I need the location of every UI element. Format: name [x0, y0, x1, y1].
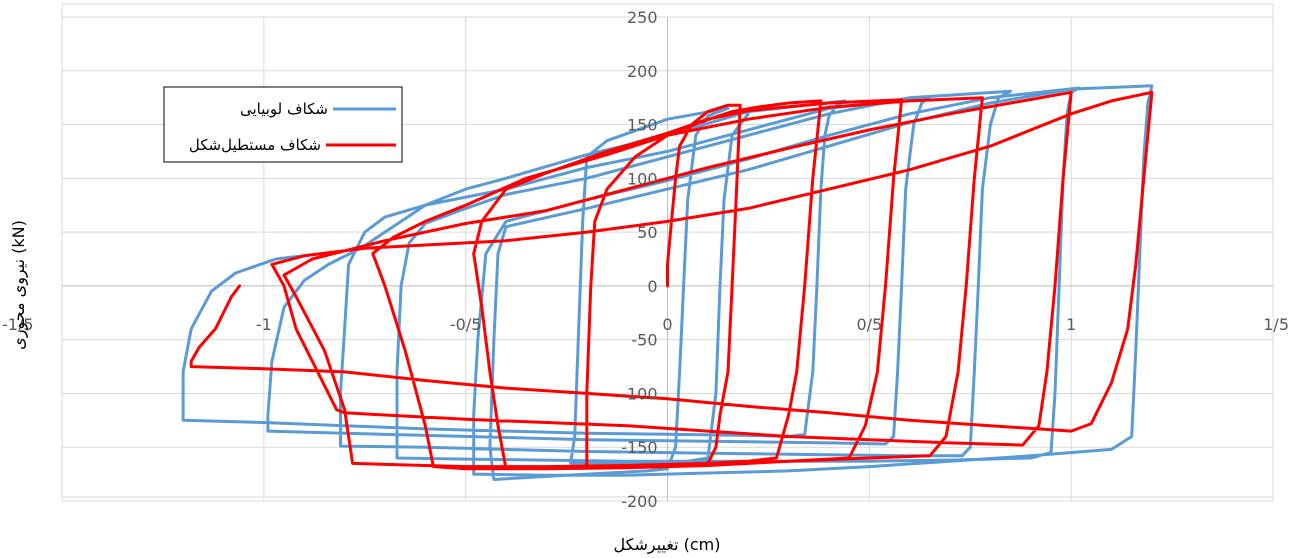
x-tick-label: 0	[662, 315, 672, 334]
y-tick-label: 100	[627, 169, 658, 188]
x-tick-label: 0/5	[856, 315, 882, 334]
y-tick-label: -100	[621, 384, 657, 403]
y-tick-label: 200	[627, 62, 658, 81]
x-axis-title: تغییرشکل (cm)	[614, 535, 721, 555]
y-tick-label: -50	[631, 331, 657, 350]
x-tick-label: 1	[1066, 315, 1076, 334]
y-tick-label: -200	[621, 492, 657, 511]
x-tick-label: -1	[256, 315, 272, 334]
y-axis-title: نیروی محوری (kN)	[9, 220, 29, 350]
series-group	[181, 84, 1154, 481]
y-tick-label: 50	[637, 223, 657, 242]
x-tick-label: 1/5	[1263, 315, 1289, 334]
tick-labels: 250 200 150 100 50 0 -50 -100 -150 -200 -1/5 -1 -0/5…	[2, 8, 1289, 511]
y-tick-label: 0	[647, 277, 657, 296]
legend-label-blue: شکاف لوبیایی	[240, 100, 328, 118]
legend-label-red: شکاف مستطیل‌شکل	[189, 136, 321, 154]
x-tick-label: -0/5	[450, 315, 482, 334]
y-tick-label: -150	[621, 438, 657, 457]
y-tick-label: 150	[627, 116, 658, 135]
legend-box	[163, 86, 403, 163]
legend: شکاف لوبیایی شکاف مستطیل‌شکل	[163, 86, 403, 163]
y-tick-label: 250	[627, 8, 658, 27]
series-line-1	[189, 90, 1154, 471]
series-line-0	[181, 84, 1154, 481]
x-tick-label: -1/5	[2, 315, 34, 334]
